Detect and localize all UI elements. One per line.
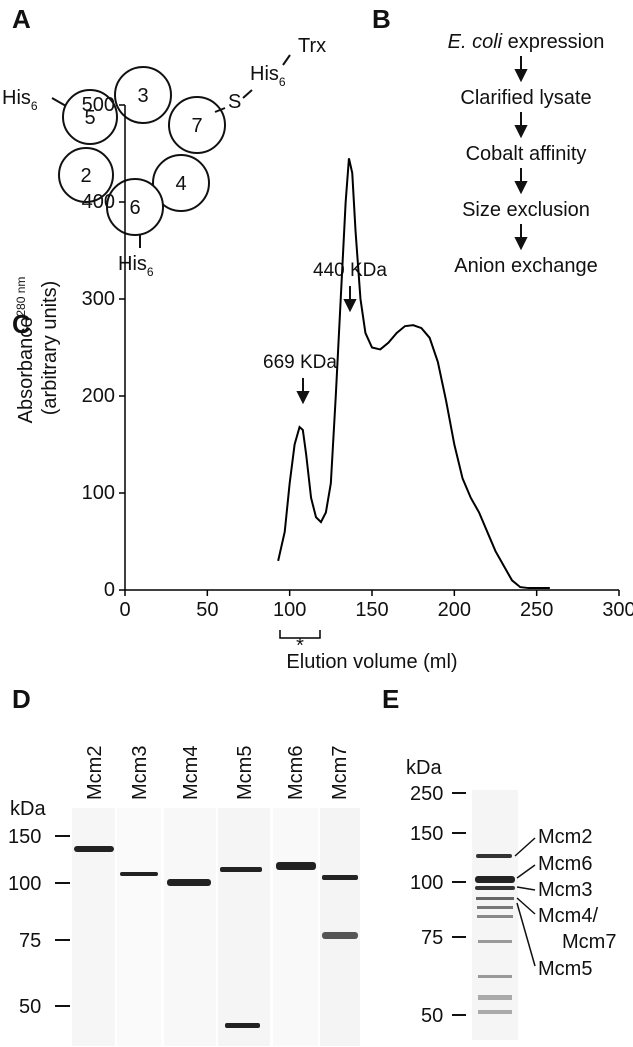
unit-label: kDa	[406, 757, 442, 779]
unit-label: kDa	[10, 798, 46, 820]
x-axis-label: Elution volume (ml)	[286, 651, 457, 673]
x-tick-label: 100	[273, 599, 306, 621]
band-label: Mcm2	[538, 826, 592, 848]
panel-label: B	[372, 4, 391, 34]
y-tick-label: 300	[82, 288, 115, 310]
series-line	[277, 158, 550, 590]
subunit: 5	[84, 107, 95, 129]
panel-label: A	[12, 4, 31, 34]
y-tick-label: 200	[82, 385, 115, 407]
band-label: Mcm7	[562, 931, 616, 953]
annotation: 669 KDa	[263, 352, 337, 373]
his-tag: His6	[250, 63, 286, 89]
linker: S	[228, 91, 241, 113]
lane-label: Mcm6	[285, 746, 307, 800]
annotation: 440 KDa	[313, 260, 387, 281]
marker-label: 150	[410, 823, 443, 845]
subunit-labels: 3 5 7 2 4 6	[80, 85, 202, 219]
marker-label: 100	[8, 873, 41, 895]
panel-label: E	[382, 684, 399, 714]
flow-arrows	[514, 56, 528, 251]
lane-label: Mcm3	[129, 746, 151, 800]
step: Cobalt affinity	[466, 143, 587, 165]
step: E. coli expression	[448, 31, 605, 53]
annotation-arrows	[296, 286, 357, 405]
subunit: 6	[129, 197, 140, 219]
y-axis-label: (arbitrary units)	[39, 281, 61, 415]
marker-ticks	[55, 835, 70, 1007]
y-tick-label: 100	[82, 482, 115, 504]
lane-label: Mcm5	[234, 746, 256, 800]
y-tick-label: 500	[82, 94, 115, 116]
his-tag: His6	[2, 87, 38, 113]
bracket-label: *	[296, 635, 304, 657]
marker-label: 50	[421, 1005, 443, 1027]
subunit: 3	[137, 85, 148, 107]
lane-label: Mcm7	[329, 746, 351, 800]
subunit: 2	[80, 165, 91, 187]
band-label: Mcm5	[538, 958, 592, 980]
fusion-tag: Trx	[298, 35, 326, 57]
marker-label: 75	[421, 927, 443, 949]
x-tick-label: 250	[520, 599, 553, 621]
y-tick-label: 0	[104, 579, 115, 601]
band-label: Mcm3	[538, 879, 592, 901]
x-tick-label: 150	[355, 599, 388, 621]
band-label: Mcm6	[538, 853, 592, 875]
marker-ticks	[452, 792, 466, 1016]
band-pointers	[514, 837, 536, 967]
marker-label: 75	[19, 930, 41, 952]
step: Anion exchange	[454, 255, 597, 277]
chart: C Absorbance280 nm (arbitrary units) Elu…	[12, 94, 633, 673]
marker-label: 150	[8, 826, 41, 848]
tag-lines	[51, 54, 291, 248]
marker-label: 100	[410, 872, 443, 894]
marker-label: 250	[410, 783, 443, 805]
subunit: 7	[191, 115, 202, 137]
x-tick-label: 200	[438, 599, 471, 621]
lane-label: Mcm4	[180, 746, 202, 800]
gel-bands	[74, 846, 358, 1028]
y-axis-label: Absorbance280 nm	[14, 277, 37, 424]
gel-bands	[475, 854, 515, 1014]
x-tick-label: 0	[119, 599, 130, 621]
step: Size exclusion	[462, 199, 590, 221]
gel-lanes	[72, 808, 360, 1046]
panel-label: D	[12, 684, 31, 714]
y-tick-label: 400	[82, 191, 115, 213]
lane-label: Mcm2	[84, 746, 106, 800]
his-tag: His6	[118, 253, 154, 279]
x-tick-label: 50	[196, 599, 218, 621]
marker-label: 50	[19, 996, 41, 1018]
x-tick-label: 300	[602, 599, 633, 621]
panel-label: C	[12, 309, 31, 339]
bracket	[279, 630, 321, 639]
mcm-ring	[58, 66, 226, 236]
subunit: 4	[175, 173, 186, 195]
band-label: Mcm4/	[538, 905, 598, 927]
step: Clarified lysate	[460, 87, 591, 109]
